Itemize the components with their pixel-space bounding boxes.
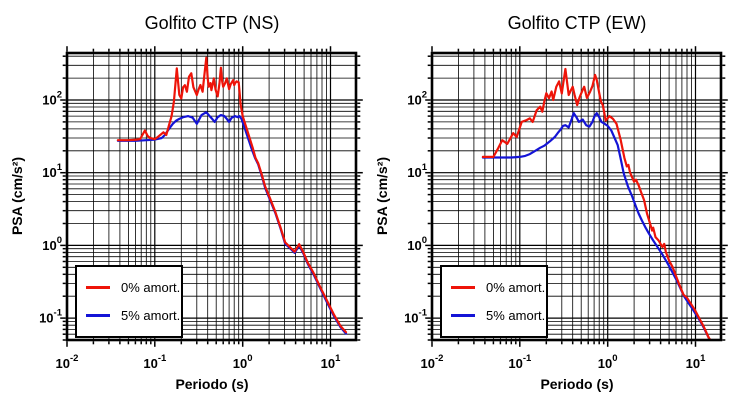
curves <box>481 67 712 340</box>
tick-label: 102 <box>407 89 427 107</box>
legend-ns: 0% amort. 5% amort. <box>75 265 183 338</box>
chart-panel-ew: Golfito CTP (EW) PSA (cm/s²) 10-2 10-1 100… <box>365 0 730 400</box>
legend-line-0pct <box>451 286 475 289</box>
chart-panel-ns: Golfito CTP (NS) PSA (cm/s²) 10-2 10-1 100… <box>9 13 363 392</box>
axis-ticks <box>425 46 728 347</box>
legend-label-0pct: 0% amort. <box>121 280 181 295</box>
legend-label-0pct: 0% amort. <box>486 280 546 295</box>
legend-label-5pct: 5% amort. <box>486 308 546 323</box>
tick-label: 100 <box>42 235 62 253</box>
tick-label: 102 <box>42 89 62 107</box>
x-axis-label-ns: Periodo (s) <box>175 376 249 392</box>
series-line-0 <box>116 56 348 334</box>
chart-title-ns: Golfito CTP (NS) <box>144 13 280 33</box>
legend-ew: 0% amort. 5% amort. <box>440 265 548 338</box>
legend-entry-0pct: 0% amort. <box>442 280 546 295</box>
plot-area-ew: 10-2 10-1 100 101 102 101 100 10-1 <box>404 46 728 371</box>
tick-label: 10-2 <box>56 353 79 371</box>
tick-label: 101 <box>407 162 427 180</box>
legend-entry-0pct: 0% amort. <box>77 280 181 295</box>
legend-line-0pct <box>86 286 110 289</box>
tick-label: 10-1 <box>404 308 428 326</box>
legend-line-5pct <box>451 314 475 317</box>
tick-label: 10-1 <box>143 353 167 371</box>
tick-label: 100 <box>598 353 618 371</box>
x-axis-label-ew: Periodo (s) <box>540 376 614 392</box>
tick-label: 101 <box>42 162 62 180</box>
tick-label: 10-1 <box>508 353 532 371</box>
plot-area-ns: 10-2 10-1 100 101 102 101 100 10-1 <box>39 46 363 371</box>
plot-frame <box>65 51 358 342</box>
curves <box>116 56 348 335</box>
legend-line-5pct <box>86 314 110 317</box>
tick-labels: 10-2 10-1 100 101 102 101 100 10-1 <box>39 89 341 371</box>
legend-entry-5pct: 5% amort. <box>442 308 546 323</box>
legend-entry-5pct: 5% amort. <box>77 308 181 323</box>
plot-frame <box>430 51 723 342</box>
legend-label-5pct: 5% amort. <box>121 308 181 323</box>
tick-label: 101 <box>321 353 341 371</box>
axis-ticks <box>60 46 363 347</box>
tick-label: 10-2 <box>421 353 444 371</box>
tick-labels: 10-2 10-1 100 101 102 101 100 10-1 <box>404 89 706 371</box>
series-line-0 <box>481 67 712 340</box>
tick-label: 100 <box>407 235 427 253</box>
tick-label: 10-1 <box>39 308 63 326</box>
chart-title-ew: Golfito CTP (EW) <box>507 13 647 33</box>
tick-label: 101 <box>686 353 706 371</box>
tick-label: 100 <box>233 353 253 371</box>
series-line-1 <box>481 111 711 340</box>
